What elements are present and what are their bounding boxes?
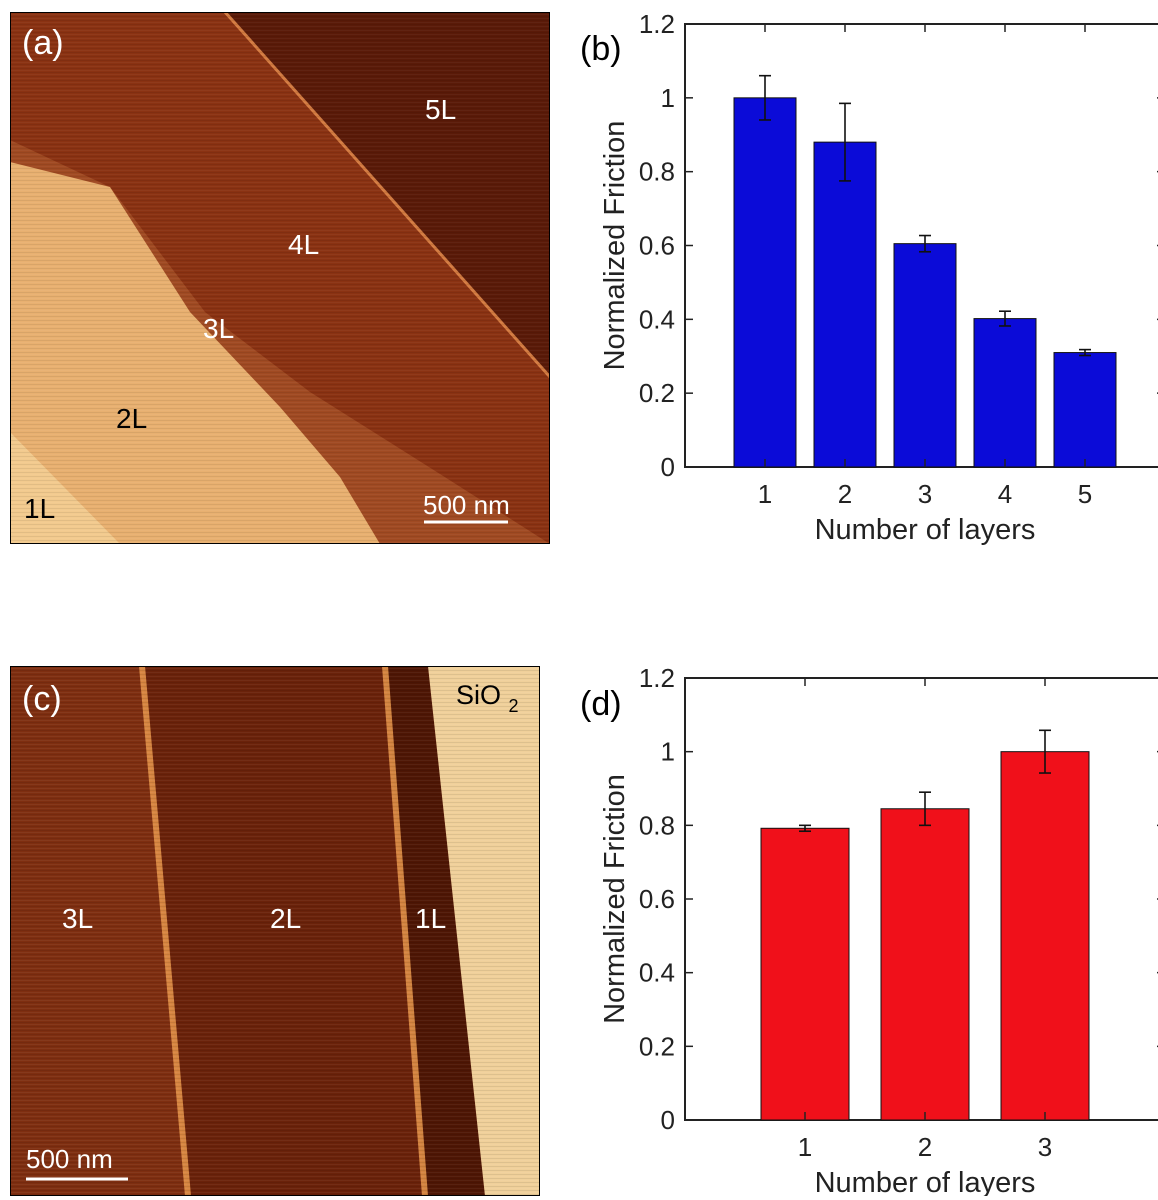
y-tick-label: 0 [661, 452, 675, 482]
afm-image-a: (a) 5L 4L 3L 2L 1L 500 nm [10, 12, 550, 544]
substrate-label-main: SiO [456, 680, 501, 710]
y-tick-label: 1.2 [639, 663, 675, 693]
bar-4 [973, 318, 1037, 468]
y-tick-label: 0.6 [639, 231, 675, 261]
layer-label-3l: 3L [203, 313, 234, 344]
bar-chart-b: (b) 0 0.2 0.4 0.6 0.8 1 1.2 1 2 3 4 5 Number of laye… [580, 9, 1158, 546]
x-tick-label: 1 [758, 479, 772, 509]
layer-label-5l: 5L [425, 94, 456, 125]
substrate-label-sub: 2 [509, 696, 519, 716]
layer-label-2l: 2L [116, 403, 147, 434]
bar-3 [1000, 751, 1090, 1121]
y-tick-label: 0.8 [639, 157, 675, 187]
y-tick-label: 0 [661, 1105, 675, 1135]
scale-bar-label-a: 500 nm [423, 490, 510, 520]
panel-label-a: (a) [22, 24, 64, 62]
y-tick-label: 1 [661, 737, 675, 767]
panel-label-b: (b) [580, 30, 622, 68]
y-tick-label: 1 [661, 83, 675, 113]
x-tick-label: 5 [1078, 479, 1092, 509]
y-tick-label: 0.6 [639, 884, 675, 914]
afm-image-c: (c) SiO 2 3L 2L 1L 500 nm [10, 666, 540, 1196]
x-tick-label: 2 [918, 1132, 932, 1162]
y-axis-label: Normalized Friction [599, 774, 631, 1024]
layer-label-3l-c: 3L [62, 903, 93, 934]
y-tick-label: 0.4 [639, 304, 675, 334]
x-tick-label: 1 [798, 1132, 812, 1162]
bar-5 [1053, 352, 1117, 468]
bar-1 [760, 827, 850, 1121]
bar-2 [813, 141, 877, 468]
y-tick-label: 0.8 [639, 810, 675, 840]
y-tick-label: 0.2 [639, 378, 675, 408]
scale-bar-label-c: 500 nm [26, 1144, 113, 1174]
substrate-label: SiO 2 [456, 680, 519, 716]
layer-label-2l-c: 2L [270, 903, 301, 934]
bar-2 [880, 808, 970, 1121]
panel-label-c: (c) [22, 680, 62, 718]
bar-1 [733, 97, 797, 468]
x-axis-label: Number of layers [815, 1167, 1036, 1196]
layer-label-4l: 4L [288, 229, 319, 260]
x-axis-label: Number of layers [815, 514, 1036, 546]
y-axis-label: Normalized Friction [599, 121, 631, 371]
panel-label-d: (d) [580, 685, 622, 723]
x-tick-label: 4 [998, 479, 1012, 509]
bar-3 [893, 243, 957, 468]
layer-label-1l: 1L [24, 493, 55, 524]
x-tick-label: 2 [838, 479, 852, 509]
x-tick-label: 3 [918, 479, 932, 509]
y-tick-label: 0.2 [639, 1031, 675, 1061]
y-tick-label: 0.4 [639, 958, 675, 988]
y-tick-label: 1.2 [639, 9, 675, 39]
layer-label-1l-c: 1L [415, 903, 446, 934]
x-tick-label: 3 [1038, 1132, 1052, 1162]
